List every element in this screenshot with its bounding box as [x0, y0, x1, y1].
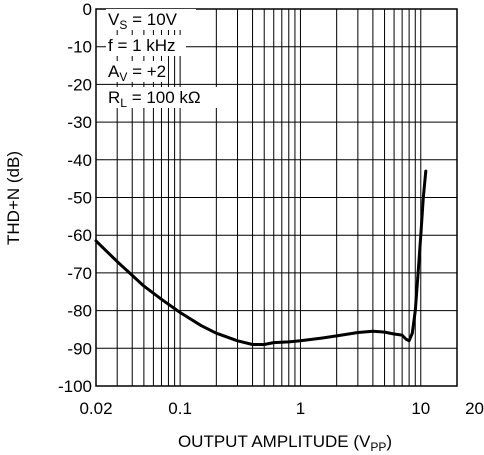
y-tick-label: -90: [67, 339, 92, 358]
conditions-annotation: VS = 10V f = 1 kHz AV = +2 RL = 100 kΩ: [106, 9, 220, 110]
x-axis-label: OUTPUT AMPLITUDE (VPP): [178, 432, 392, 454]
annotation-line: f = 1 kHz: [108, 36, 176, 55]
annotation-line: VS = 10V: [108, 10, 178, 32]
x-tick-labels: 0.02 0.1 1 10 20: [79, 399, 484, 418]
y-axis-label: THD+N (dB): [4, 151, 23, 245]
thd-curve: [94, 169, 428, 346]
x-tick-label: 20: [465, 399, 484, 418]
annotation-background: [106, 61, 168, 82]
plot-frame: [95, 8, 458, 387]
annotation-background: [106, 9, 196, 30]
y-tick-label: -30: [67, 113, 92, 132]
y-tick-label: -20: [67, 75, 92, 94]
y-tick-label: -70: [67, 264, 92, 283]
data-series: [94, 169, 428, 346]
y-tick-label: -60: [67, 226, 92, 245]
annotation-background: [106, 35, 186, 56]
y-tick-label: -50: [67, 189, 92, 208]
annotation-line: RL = 100 kΩ: [108, 88, 201, 110]
x-tick-label: 0.1: [168, 399, 192, 418]
y-tick-label: -40: [67, 151, 92, 170]
annotation-background: [106, 87, 220, 108]
x-tick-label: 0.02: [79, 399, 112, 418]
x-tick-label: 10: [411, 399, 430, 418]
y-tick-label: 0: [83, 0, 92, 19]
annotation-line: AV = +2: [108, 62, 166, 84]
y-tick-labels: 0 -10 -20 -30 -40 -50 -60 -70 -80 -90 -100: [58, 0, 92, 396]
y-tick-label: -10: [67, 38, 92, 57]
x-tick-label: 1: [296, 399, 305, 418]
y-tick-label: -80: [67, 302, 92, 321]
y-tick-label: -100: [58, 377, 92, 396]
